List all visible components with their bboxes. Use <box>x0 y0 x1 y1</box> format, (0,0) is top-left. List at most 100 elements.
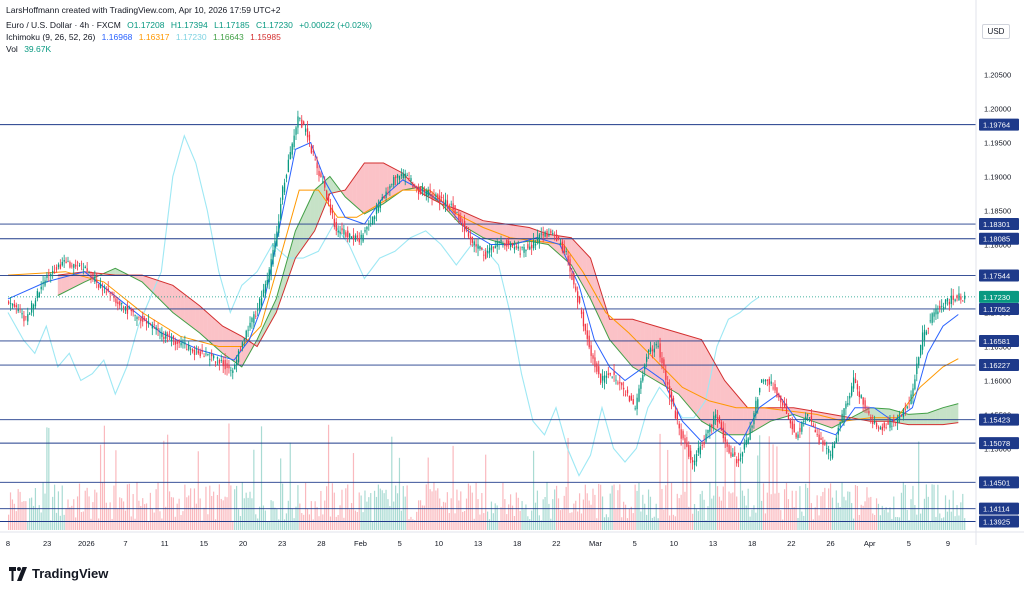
volume-bar <box>697 511 699 530</box>
candle-body <box>546 230 548 237</box>
candle-body <box>845 403 847 409</box>
volume-bar <box>255 514 257 530</box>
volume-bar <box>812 519 814 530</box>
candle-body <box>851 386 853 396</box>
volume-bar <box>877 503 880 530</box>
volume-bar <box>442 501 445 530</box>
candle-body <box>421 188 424 190</box>
volume-bar <box>99 444 102 530</box>
volume-bar <box>822 491 824 530</box>
cloud-segment <box>226 328 231 359</box>
volume-bar <box>23 501 25 530</box>
candle-body <box>555 234 558 242</box>
volume-bar <box>561 509 563 530</box>
cloud-segment <box>142 275 146 286</box>
volume-bar <box>184 484 186 530</box>
volume-bar <box>605 514 607 530</box>
candle-body <box>532 240 535 249</box>
cloud-segment <box>762 407 767 426</box>
candle-body <box>410 178 412 182</box>
volume-bar <box>373 490 376 530</box>
volume-bar <box>623 501 625 530</box>
volume-bar <box>573 503 575 530</box>
volume-bar <box>59 515 61 530</box>
candle-body <box>829 454 832 456</box>
level-price-label: 1.18301 <box>983 220 1010 229</box>
candle-body <box>316 162 318 169</box>
volume-bar <box>220 498 222 530</box>
brand-footer[interactable]: TradingView <box>8 566 108 581</box>
cloud-segment <box>770 407 775 422</box>
volume-bar <box>109 502 111 530</box>
currency-button[interactable]: USD <box>982 24 1010 39</box>
candle-body <box>161 332 163 337</box>
candle-body <box>159 332 161 334</box>
volume-bar <box>952 490 954 530</box>
volume-bar <box>808 426 811 530</box>
price-axis[interactable]: 1.20500 1.20000 1.19500 1.19000 1.18500 1.180… <box>975 0 1019 545</box>
volume-bar <box>856 485 858 530</box>
volume-bar <box>544 496 546 530</box>
time-axis[interactable]: 8 23 2026 7 11 15 20 23 28 Feb 5 10 13 18 22 Mar 5 10 13 18… <box>6 539 950 548</box>
candle-body <box>889 420 891 428</box>
volume-bar <box>304 482 307 530</box>
cloud-segment <box>509 224 514 244</box>
volume-bar <box>456 489 458 530</box>
volume-bar <box>782 519 784 530</box>
cloud-segment <box>655 326 660 383</box>
candle-body <box>456 212 458 214</box>
volume-bar <box>412 519 414 530</box>
candle-body <box>492 247 495 249</box>
level-price-tag <box>979 334 1019 347</box>
volume-bar <box>603 517 606 530</box>
symbol-name[interactable]: Euro / U.S. Dollar · 4h · FXCM <box>6 20 121 30</box>
candle-body <box>785 403 788 414</box>
candle-body <box>140 318 142 322</box>
candle-body <box>241 342 244 348</box>
candle-body <box>692 460 694 463</box>
candle-body <box>946 298 949 302</box>
candle-body <box>151 324 153 329</box>
ichimoku-label[interactable]: Ichimoku (9, 26, 52, 26) <box>6 32 96 42</box>
volume-bar <box>128 483 130 530</box>
volume-bar <box>190 488 192 530</box>
candle-body <box>753 413 755 425</box>
volume-bar <box>410 516 412 530</box>
cloud-segment <box>701 339 706 424</box>
candle-body <box>483 254 485 256</box>
candle-body <box>879 427 882 430</box>
volume-bar <box>630 506 632 530</box>
volume-bar <box>937 484 939 530</box>
volume-bar <box>950 511 952 530</box>
candle-body <box>281 186 284 200</box>
horizontal-levels[interactable] <box>0 124 976 522</box>
level-price-tag <box>979 359 1019 372</box>
candle-body <box>684 438 686 444</box>
volume-bar <box>36 508 38 530</box>
candle-body <box>621 382 623 386</box>
candle-body <box>299 118 301 119</box>
candle-body <box>661 357 663 363</box>
candle-body <box>944 299 947 305</box>
candle-body <box>393 177 395 186</box>
volume-bar <box>90 518 92 530</box>
volume-bar <box>418 500 420 530</box>
vol-label[interactable]: Vol <box>6 44 18 54</box>
cloud-segment <box>736 394 740 435</box>
volume-bar <box>350 503 353 530</box>
volume-bar <box>126 484 128 530</box>
candle-body <box>320 173 322 178</box>
volume-bar <box>504 499 506 530</box>
volume-bar <box>519 510 521 530</box>
volume-bar <box>249 491 251 530</box>
candle-body <box>770 381 772 384</box>
volume-bar <box>490 501 493 530</box>
volume-bar <box>948 499 950 530</box>
volume-bar <box>684 491 686 530</box>
candle-body <box>749 428 751 440</box>
candle-body <box>291 143 293 155</box>
candle-body <box>36 291 39 299</box>
candle-body <box>92 273 94 275</box>
volume-bar <box>96 492 98 530</box>
